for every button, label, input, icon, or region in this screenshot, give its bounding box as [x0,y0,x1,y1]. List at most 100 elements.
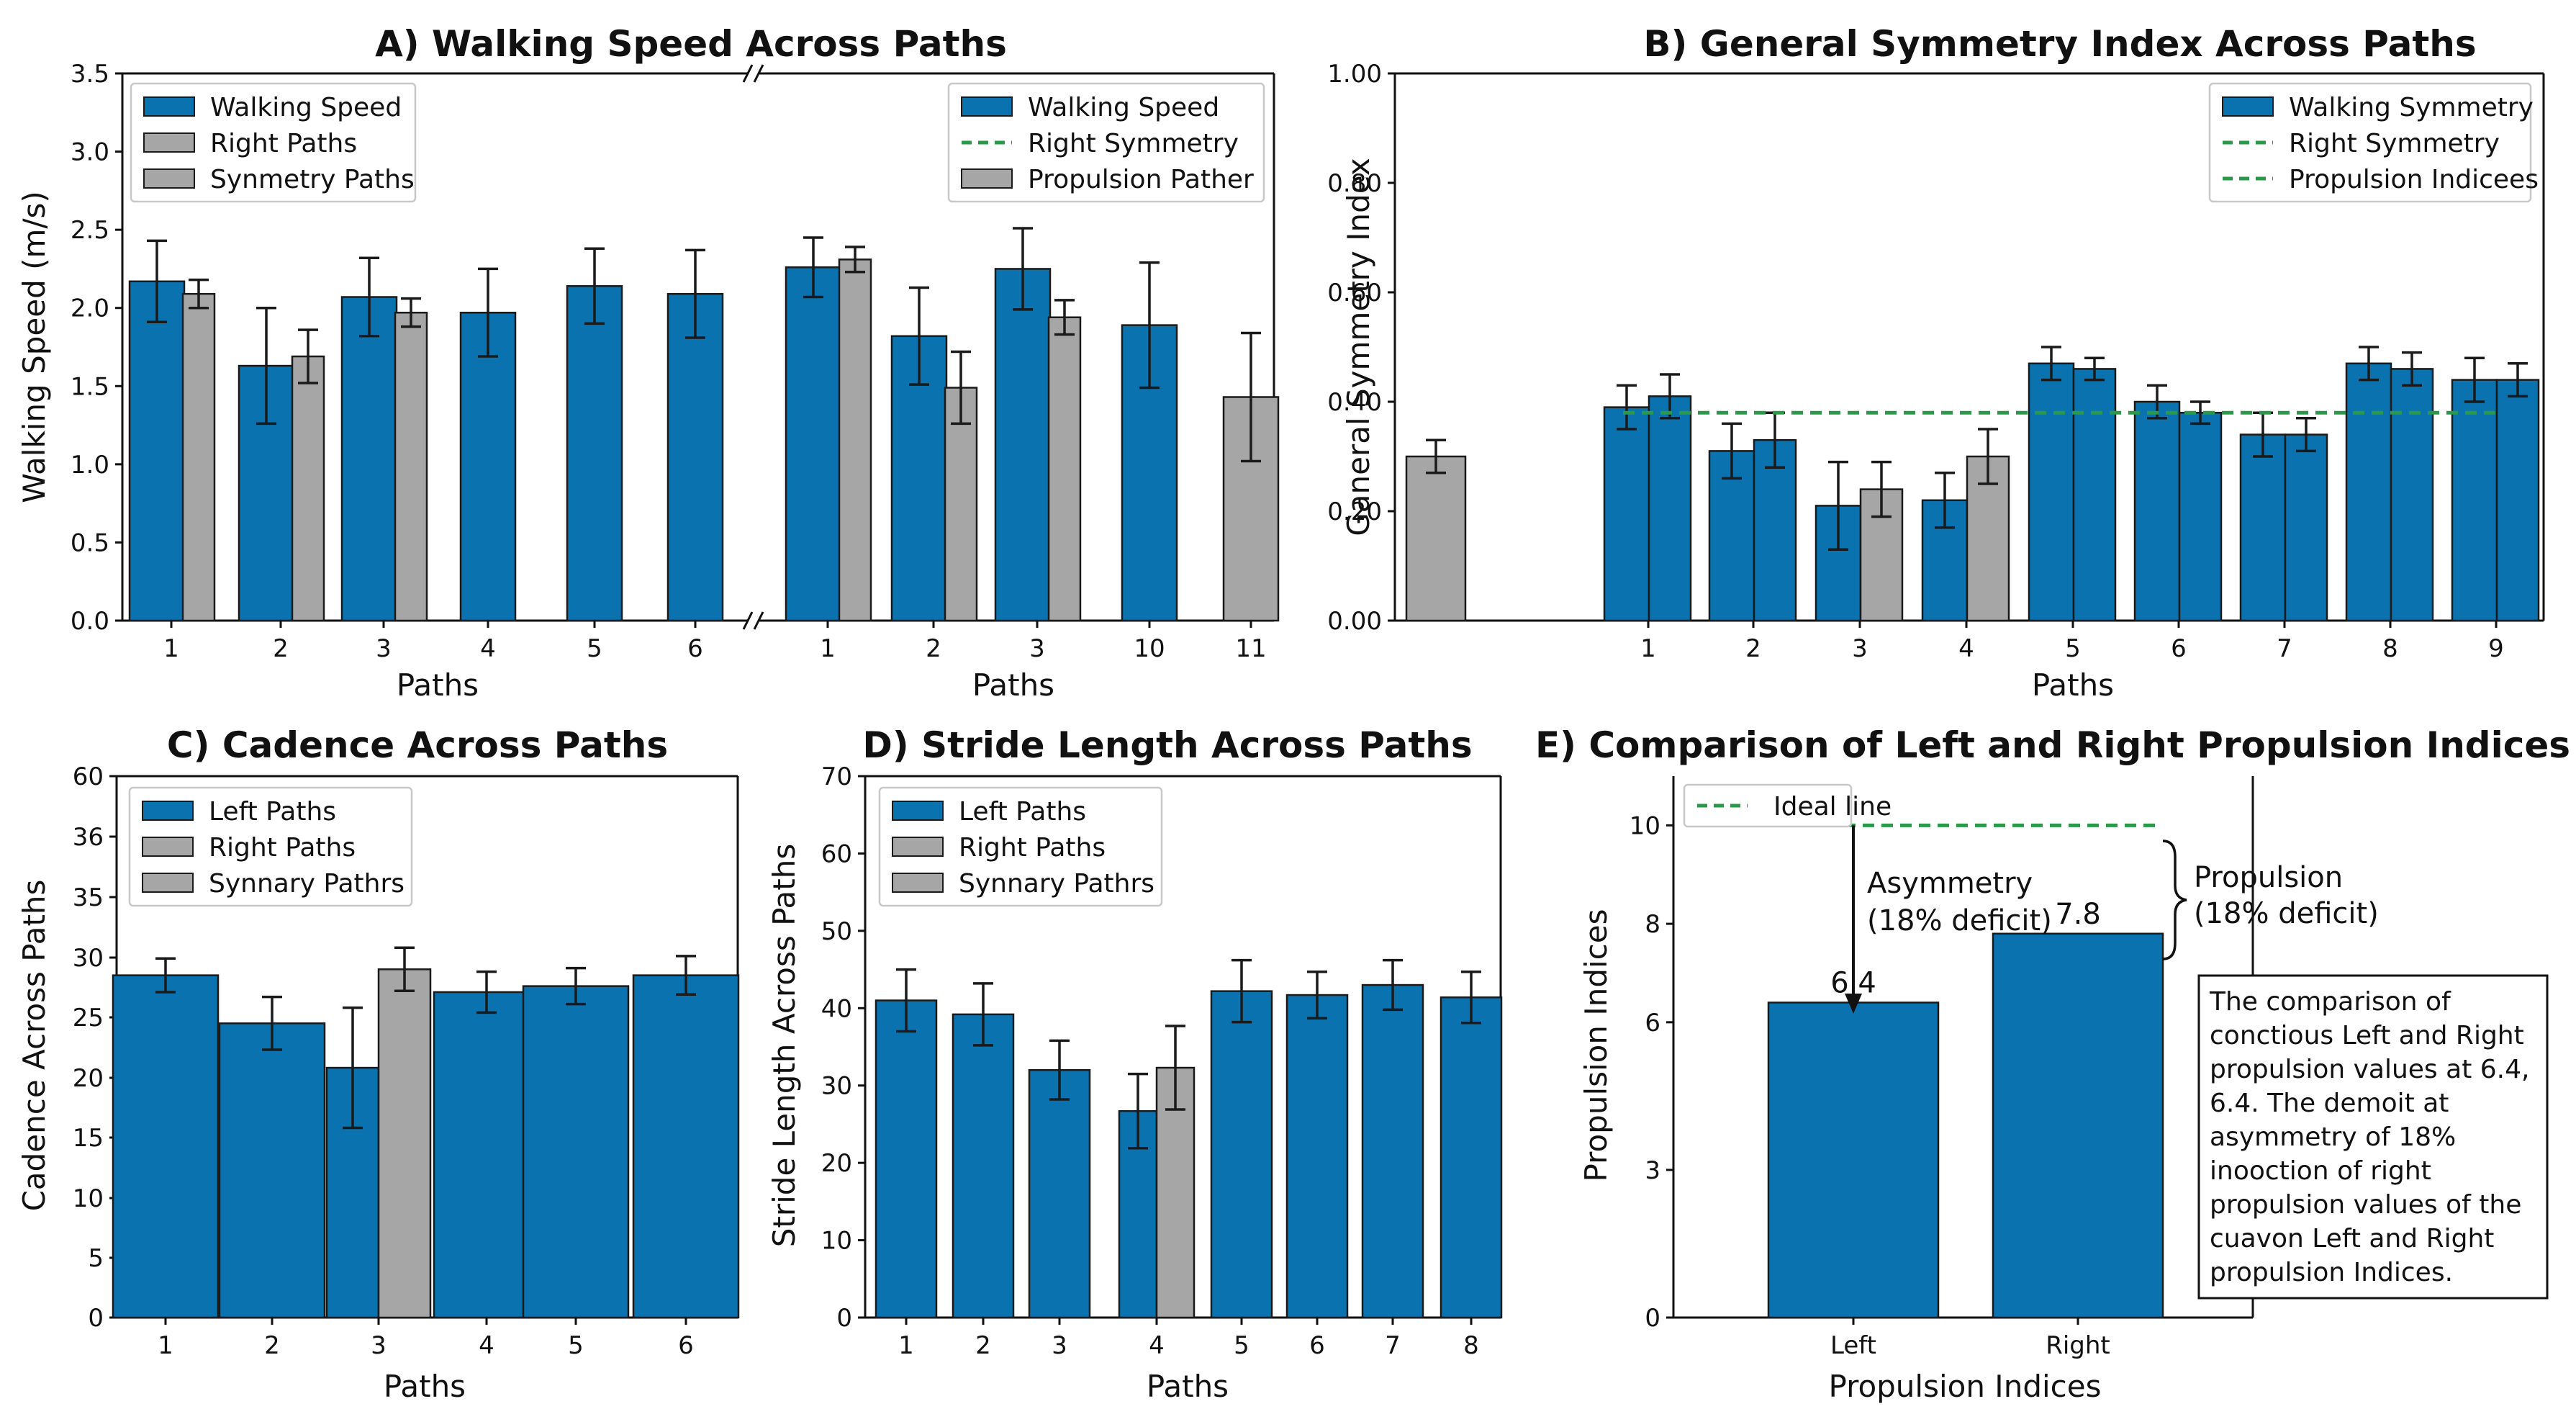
x-tick-label: 7 [2277,634,2292,663]
y-tick-label: 60 [821,839,852,868]
x-tick-label: 8 [2382,634,2398,663]
legend-swatch [142,837,194,857]
y-tick-label: 35 [73,883,104,912]
legend-label: Right Paths [209,833,356,863]
bar [566,285,623,622]
bar [1047,316,1082,622]
x-tick-label: 5 [587,634,602,663]
x-tick-label: 3 [371,1331,387,1360]
bar [1361,983,1424,1319]
legend-box [2208,82,2532,203]
legend-swatch [892,801,944,821]
x-tick-label: 1 [1640,634,1656,663]
y-tick-label: 0 [1645,1304,1660,1333]
bar [2178,411,2223,622]
bar [1285,994,1349,1319]
axis-break [742,611,754,630]
legend-label: Synnary Pathrs [959,869,1154,899]
x-tick-label: 7 [1385,1331,1401,1360]
axis-break [753,64,764,83]
x-tick-label: 2 [926,634,941,663]
legend-swatch [143,132,195,153]
x-tick-label: 5 [568,1331,584,1360]
chart-e: E) Comparison of Left and Right Propulsi… [1535,724,2570,1404]
y-tick-label: 10 [821,1227,852,1256]
y-tick-label: 25 [73,1004,104,1032]
bar-outlier [1405,455,1467,622]
legend-box [1683,783,1853,828]
bar [1992,932,2164,1319]
y-tick-label: 15 [73,1124,104,1153]
bar [2239,433,2287,622]
chart-title: A) Walking Speed Across Paths [375,23,1007,65]
legend-label: Ideal line [1773,792,1892,821]
bar [838,258,872,622]
y-tick-label: 0.00 [1327,607,1382,636]
chart-title: E) Comparison of Left and Right Propulsi… [1535,724,2570,766]
y-tick-label: 0 [836,1304,852,1333]
y-tick-label: 0 [88,1304,104,1333]
x-axis-label: Paths [972,667,1054,703]
x-tick-label: 2 [975,1331,991,1360]
x-tick-label: 6 [1309,1331,1325,1360]
x-tick-label: 4 [1149,1331,1165,1360]
bar [433,991,541,1319]
bar [291,355,325,622]
legend-label: Walking Speed [1028,93,1219,122]
bar [632,974,740,1319]
y-tick-label: 0.60 [1327,279,1382,307]
x-tick-label: 1 [158,1331,173,1360]
bar [994,268,1052,622]
x-axis-label: Paths [2032,667,2114,703]
x-axis-label: Paths [1147,1369,1229,1404]
y-tick-label: 3.5 [71,60,109,89]
y-tick-label: 50 [821,917,852,946]
y-tick-label: 10 [1630,811,1660,840]
legend-swatch [892,873,944,893]
bar [1753,438,1797,622]
bar [459,311,517,622]
x-tick-label: 6 [678,1331,694,1360]
x-tick-label: Right [2046,1331,2110,1360]
x-axis-label: Propulsion Indices [1829,1369,2102,1404]
annotation: Propulsion [2194,861,2343,894]
x-tick-label: 10 [1134,634,1165,663]
bar [128,280,186,622]
note-line: propulsion values at 6.4, [2210,1055,2529,1084]
legend-swatch [143,96,195,117]
bar [2133,400,2181,622]
x-tick-label: 1 [898,1331,914,1360]
y-axis-label: Propulsion Indices [1578,909,1614,1182]
legend-label: Propulsion Pather [1028,165,1254,194]
bar [394,311,428,622]
bar [2284,433,2328,622]
bar [2345,362,2392,622]
x-tick-label: 3 [1029,634,1045,663]
bar [1603,406,1650,622]
x-tick-label: 6 [687,634,703,663]
axis-break [742,64,754,83]
x-axis-label: Paths [397,667,479,703]
legend-label: Synmetry Paths [210,165,415,194]
bar [666,292,724,622]
y-tick-label: 10 [73,1184,104,1213]
x-tick-label: 8 [1463,1331,1479,1360]
x-tick-label: 1 [820,634,836,663]
x-tick-label: 5 [2065,634,2081,663]
legend-label: Walking Symmetry [2289,93,2534,122]
x-axis-label: Paths [384,1369,466,1404]
legend-box [947,82,1265,203]
x-tick-label: Left [1830,1331,1876,1360]
bar [377,968,432,1319]
y-tick-label: 3 [1645,1156,1660,1185]
legend-label: Right Symmetry [1028,129,1239,158]
bar [2028,362,2075,622]
bar [1767,1001,1940,1319]
bar [218,1022,326,1319]
legend-label: Walking Speed [210,93,402,122]
y-axis-label: Stride Length Across Paths [767,844,802,1248]
y-tick-label: 1.0 [71,451,109,480]
y-tick-label: 40 [821,994,852,1023]
bar [522,985,630,1319]
